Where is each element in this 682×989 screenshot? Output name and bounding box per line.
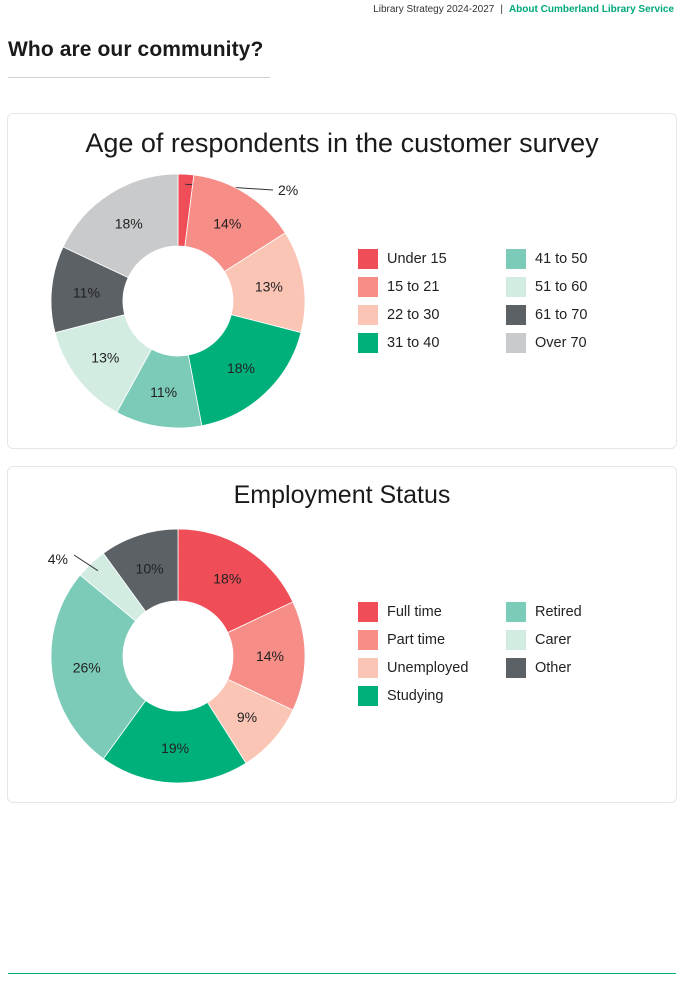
legend-item-31-to-40: 31 to 40 [358, 332, 506, 354]
legend-label: Under 15 [387, 251, 447, 267]
legend-item-15-to-21: 15 to 21 [358, 276, 506, 298]
employment-chart-title: Employment Status [233, 481, 451, 509]
slice-studying [102, 699, 247, 784]
legend-item-part-time: Part time [358, 629, 506, 651]
legend-label: Studying [387, 688, 444, 704]
legend-swatch [506, 305, 526, 325]
legend-label: Full time [387, 604, 442, 620]
slice-label-studying: 19% [161, 740, 189, 756]
legend-label: 51 to 60 [535, 279, 588, 295]
title-underline [8, 77, 270, 78]
legend-item-other: Other [506, 657, 626, 679]
legend-item-retired: Retired [506, 601, 626, 623]
legend-item-carer: Carer [506, 629, 626, 651]
legend-item-unemployed: Unemployed [358, 657, 506, 679]
slice-label-other: 10% [136, 561, 164, 577]
legend-label: 15 to 21 [387, 279, 440, 295]
legend-label: 22 to 30 [387, 307, 440, 323]
slice-other [102, 528, 179, 613]
page-title: Who are our community? [8, 38, 264, 61]
legend-label: Carer [535, 632, 572, 648]
legend-swatch [358, 658, 378, 678]
slice-label-31-to-40: 18% [227, 360, 255, 376]
slice-label-retired: 26% [73, 660, 101, 676]
slice-retired [50, 574, 147, 760]
legend-label: Unemployed [387, 660, 469, 676]
footer-rule [8, 973, 676, 974]
legend-label: Part time [387, 632, 446, 648]
age-donut-chart: 2% 14% 13% 18% 11% 13% 11% 18% [50, 173, 306, 429]
legend-swatch [506, 602, 526, 622]
slice-label-61-to-70: 11% [73, 284, 100, 300]
slice-label-full-time: 18% [213, 570, 241, 586]
legend-swatch [358, 686, 378, 706]
employment-chart-card: Employment Status 18% 14% 9% 19% 26% 4% 10% Fu… [7, 466, 677, 803]
legend-swatch [506, 658, 526, 678]
slice-label-over-70: 18% [115, 215, 143, 231]
age-chart-legend: Under 15 41 to 50 15 to 21 51 to 60 22 to 30… [358, 248, 626, 354]
leader-line-carer [73, 554, 99, 572]
legend-item-51-to-60: 51 to 60 [506, 276, 626, 298]
section-link[interactable]: About Cumberland Library Service [508, 3, 674, 15]
legend-swatch [506, 277, 526, 297]
legend-label: Retired [535, 604, 582, 620]
legend-swatch [506, 333, 526, 353]
legend-item-studying: Studying [358, 685, 506, 707]
legend-swatch [506, 630, 526, 650]
age-chart-title: Age of respondents in the customer surve… [85, 128, 599, 158]
document-title: Library Strategy 2024-2027 [373, 3, 495, 15]
legend-label: 61 to 70 [535, 307, 588, 323]
slice-full-time [177, 528, 294, 634]
slice-label-51-to-60: 13% [91, 349, 119, 365]
legend-item-full-time: Full time [358, 601, 506, 623]
legend-swatch [506, 249, 526, 269]
legend-item-over-70: Over 70 [506, 332, 626, 354]
age-chart-card: Age of respondents in the customer surve… [7, 113, 677, 449]
slice-label-15-to-21: 14% [213, 215, 241, 231]
legend-item-22-to-30: 22 to 30 [358, 304, 506, 326]
legend-swatch [358, 249, 378, 269]
legend-swatch [358, 277, 378, 297]
slice-over-70 [62, 173, 179, 279]
legend-swatch [358, 602, 378, 622]
legend-swatch [358, 333, 378, 353]
legend-item-under-15: Under 15 [358, 248, 506, 270]
slice-label-under-15: 2% [278, 182, 298, 198]
employment-donut-chart: 18% 14% 9% 19% 26% 4% 10% [48, 528, 306, 784]
employment-chart-legend: Full time Retired Part time Carer Unemployed… [358, 601, 626, 707]
legend-item-61-to-70: 61 to 70 [506, 304, 626, 326]
header-separator: | [500, 3, 503, 15]
slice-label-unemployed: 9% [237, 709, 257, 725]
legend-swatch [358, 305, 378, 325]
slice-label-part-time: 14% [256, 648, 284, 664]
legend-label: 41 to 50 [535, 251, 588, 267]
legend-label: Other [535, 660, 572, 676]
legend-label: Over 70 [535, 335, 587, 351]
legend-item-41-to-50: 41 to 50 [506, 248, 626, 270]
slice-label-41-to-50: 11% [150, 384, 177, 400]
slice-label-carer: 4% [48, 551, 68, 567]
legend-spacer [506, 685, 626, 707]
legend-swatch [358, 630, 378, 650]
legend-label: 31 to 40 [387, 335, 440, 351]
slice-31-to-40 [187, 314, 302, 427]
slice-label-22-to-30: 13% [255, 279, 283, 295]
header-bar: Library Strategy 2024-2027 | About Cumbe… [373, 0, 674, 18]
